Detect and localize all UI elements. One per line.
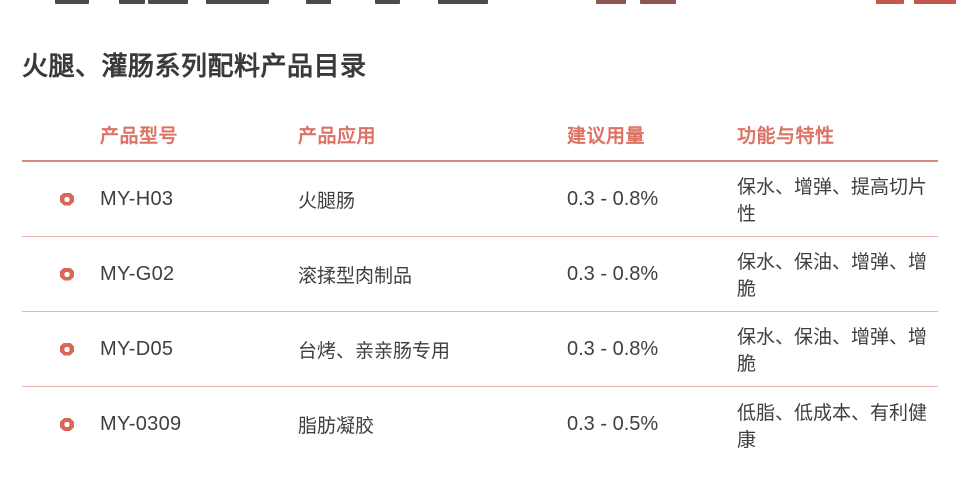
top-edge-fragment (148, 0, 188, 4)
top-edge-fragment (438, 0, 488, 4)
hex-nut-bullet-icon (60, 418, 74, 431)
top-edge-fragment (876, 0, 904, 4)
hex-nut-bullet-icon (60, 192, 74, 206)
hex-nut-bullet-icon (60, 267, 74, 281)
model-cell: MY-H03 (100, 187, 174, 210)
features-cell: 保水、保油、增弹、增脆 (737, 252, 928, 300)
model-cell: MY-D05 (100, 337, 174, 360)
hex-nut-bullet-icon (60, 342, 74, 356)
column-header-application: 产品应用 (298, 126, 377, 147)
application-cell: 火腿肠 (298, 190, 356, 212)
table-row: MY-G02 滚揉型肉制品 0.3 - 0.8% 保水、保油、增弹、增脆 (22, 237, 938, 312)
dosage-cell: 0.3 - 0.8% (567, 187, 659, 210)
table-header-row: 产品型号 产品应用 建议用量 功能与特性 (22, 82, 938, 162)
table-row: MY-D05 台烤、亲亲肠专用 0.3 - 0.8% 保水、保油、增弹、增脆 (22, 312, 938, 387)
column-header-features: 功能与特性 (737, 126, 835, 147)
page-title: 火腿、灌肠系列配料产品目录 (22, 51, 367, 81)
table-row: MY-H03 火腿肠 0.3 - 0.8% 保水、增弹、提高切片性 (22, 162, 938, 237)
dosage-cell: 0.3 - 0.5% (567, 413, 659, 435)
application-cell: 台烤、亲亲肠专用 (298, 340, 451, 362)
table-row: MY-0309 脂肪凝胶 0.3 - 0.5% 低脂、低成本、有利健康 (22, 387, 938, 462)
top-edge-fragment (640, 0, 676, 4)
features-cell: 保水、保油、增弹、增脆 (737, 327, 928, 375)
top-edge-fragment (306, 0, 331, 4)
model-cell: MY-G02 (100, 262, 175, 285)
top-edge-fragment (119, 0, 145, 4)
top-edge-fragment (375, 0, 400, 4)
model-cell: MY-0309 (100, 413, 182, 435)
application-cell: 脂肪凝胶 (298, 416, 375, 437)
features-cell: 保水、增弹、提高切片性 (737, 177, 928, 225)
features-cell: 低脂、低成本、有利健康 (737, 402, 928, 451)
column-header-dosage: 建议用量 (567, 126, 646, 147)
top-edge-fragment (596, 0, 626, 4)
top-edge-fragment (55, 0, 89, 4)
dosage-cell: 0.3 - 0.8% (567, 337, 659, 360)
column-header-model: 产品型号 (100, 126, 179, 147)
clipped-previous-content (0, 0, 960, 5)
top-edge-fragment (206, 0, 269, 4)
top-edge-fragment (914, 0, 956, 4)
product-catalog-table: 产品型号 产品应用 建议用量 功能与特性 MY-H03 火腿肠 0.3 - 0.… (22, 82, 938, 462)
dosage-cell: 0.3 - 0.8% (567, 262, 659, 285)
application-cell: 滚揉型肉制品 (298, 265, 413, 287)
